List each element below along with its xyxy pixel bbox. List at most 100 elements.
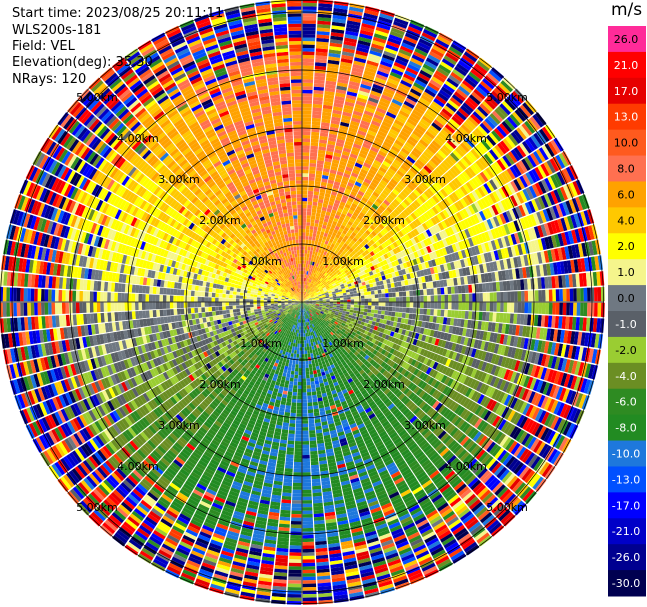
gate-cell <box>311 359 315 364</box>
gate-cell <box>310 272 314 276</box>
gate-cell <box>303 270 306 275</box>
gate-cell <box>365 175 373 182</box>
gate-cell <box>363 288 368 292</box>
gate-cell <box>389 128 399 136</box>
gate-cell <box>302 295 304 299</box>
gate-cell <box>447 310 452 318</box>
gate-cell <box>412 109 423 118</box>
gate-cell <box>371 305 375 310</box>
gate-cell <box>378 306 382 311</box>
gate-cell <box>353 304 358 308</box>
gate-cell <box>351 70 363 77</box>
gate-cell <box>373 175 382 183</box>
gate-cell <box>351 202 358 209</box>
gate-cell <box>302 138 311 143</box>
gate-cell <box>600 286 605 302</box>
gate-cell <box>329 246 334 251</box>
gate-cell <box>306 215 311 219</box>
gate-cell <box>349 206 356 212</box>
gate-cell <box>434 70 448 80</box>
gate-cell <box>326 222 332 228</box>
gate-cell <box>468 293 473 302</box>
gate-cell <box>334 254 340 259</box>
gate-cell <box>369 50 382 57</box>
gate-cell <box>305 293 309 297</box>
gate-cell <box>331 162 339 168</box>
gate-cell <box>583 287 588 302</box>
gate-cell <box>302 246 305 250</box>
gate-cell <box>314 65 327 71</box>
gate-cell <box>304 288 307 293</box>
gate-cell <box>423 28 438 39</box>
gate-cell <box>336 251 342 256</box>
gate-cell <box>302 187 308 191</box>
gate-cell <box>376 23 391 31</box>
gate-cell <box>312 366 317 371</box>
gate-cell <box>415 44 430 54</box>
gate-cell <box>326 244 331 250</box>
gate-cell <box>342 147 352 153</box>
gate-cell <box>314 223 319 228</box>
gate-cell <box>368 149 378 157</box>
gate-cell <box>315 55 328 60</box>
gate-cell <box>409 296 414 302</box>
gate-cell <box>338 243 343 249</box>
gate-cell <box>594 302 598 317</box>
gate-cell <box>305 242 308 247</box>
gate-cell <box>531 302 536 314</box>
gate-cell <box>427 302 431 309</box>
gate-cell <box>368 302 372 306</box>
gate-cell <box>347 299 351 302</box>
gate-cell <box>461 302 466 311</box>
gate-cell <box>403 73 416 82</box>
gate-cell <box>347 159 356 166</box>
gate-cell <box>359 311 364 315</box>
gate-cell <box>409 307 414 314</box>
gate-cell <box>311 135 319 140</box>
gate-cell <box>342 292 347 296</box>
gate-cell <box>317 259 321 264</box>
gate-cell <box>302 173 309 177</box>
gate-cell <box>302 135 311 139</box>
gate-cell <box>312 276 315 281</box>
gate-cell <box>378 100 390 108</box>
gate-cell <box>374 136 384 144</box>
gate-cell <box>412 130 423 139</box>
gate-cell <box>312 100 323 105</box>
gate-cell <box>318 276 322 281</box>
gate-cell <box>448 74 461 85</box>
gate-cell <box>345 185 353 191</box>
gate-cell <box>319 188 326 193</box>
gate-cell <box>332 18 346 24</box>
gate-cell <box>394 17 409 26</box>
gate-cell <box>373 286 378 291</box>
gate-cell <box>314 359 319 364</box>
gate-cell <box>312 233 317 238</box>
gate-cell <box>388 105 400 113</box>
gate-cell <box>373 313 378 318</box>
gate-cell <box>303 288 305 292</box>
gate-cell <box>360 295 365 299</box>
gate-cell <box>328 56 340 62</box>
gate-cell <box>330 39 343 45</box>
gate-cell <box>314 251 318 256</box>
gate-cell <box>454 310 459 318</box>
gate-cell <box>365 284 370 289</box>
gate-cell <box>323 101 334 106</box>
gate-cell <box>341 245 346 251</box>
gate-cell <box>357 175 365 181</box>
gate-cell <box>340 198 347 204</box>
gate-cell <box>302 284 304 289</box>
gate-cell <box>493 292 497 302</box>
gate-cell <box>337 135 346 141</box>
gate-cell <box>370 194 378 201</box>
gate-cell <box>366 312 371 317</box>
gate-cell <box>393 159 402 167</box>
gate-cell <box>385 302 389 307</box>
gate-cell <box>320 250 325 255</box>
gate-cell <box>388 292 393 298</box>
gate-cell <box>374 188 382 195</box>
gate-cell <box>380 163 389 171</box>
gate-cell <box>397 113 408 121</box>
gate-cell <box>332 220 338 226</box>
